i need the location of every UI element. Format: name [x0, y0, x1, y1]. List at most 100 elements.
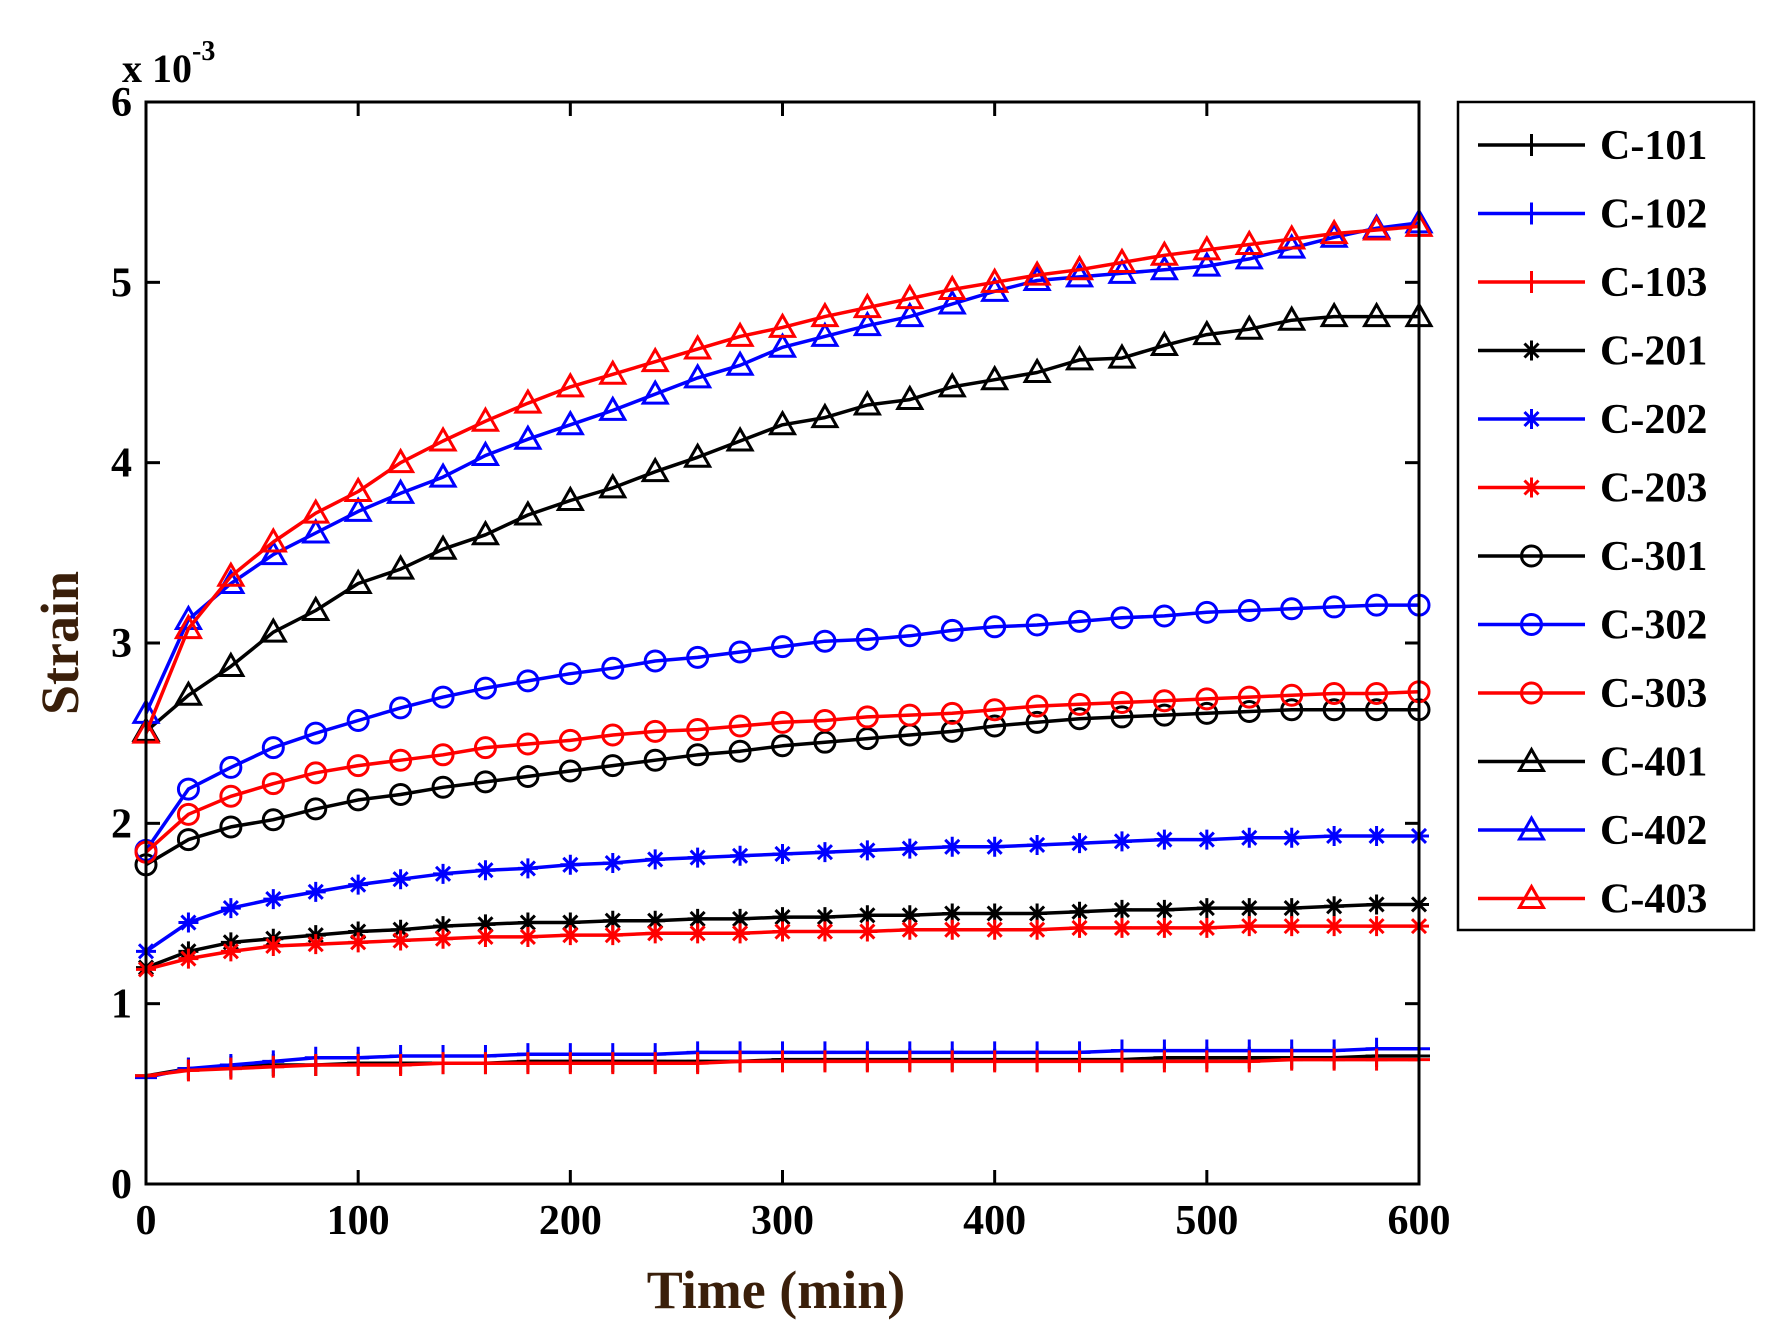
- point-C-302-400: [983, 615, 1007, 639]
- point-C-401-380: [937, 371, 967, 398]
- point-C-103-260: [686, 1052, 709, 1075]
- point-C-302-380: [940, 618, 964, 642]
- point-C-401-40: [216, 651, 246, 677]
- point-C-202-80: [305, 881, 326, 902]
- series-C-303: [134, 680, 1431, 864]
- point-C-403-80: [301, 498, 331, 524]
- point-C-401-360: [895, 384, 925, 411]
- point-C-203-460: [1111, 917, 1132, 938]
- series-C-401: [131, 301, 1434, 742]
- point-C-303-520: [1237, 685, 1261, 709]
- point-C-303-100: [346, 754, 370, 778]
- point-C-303-180: [516, 732, 540, 756]
- point-C-301-40: [219, 815, 243, 839]
- y-tick-label-6: 6: [111, 80, 132, 126]
- x-tick-label-300: 300: [751, 1198, 814, 1244]
- point-C-203-380: [942, 919, 963, 940]
- point-C-401-60: [258, 617, 288, 643]
- legend-item-C-101: C-101: [1478, 123, 1707, 169]
- point-C-202-180: [517, 858, 538, 879]
- point-C-402-480: [1149, 254, 1179, 281]
- legend-item-C-301: C-301: [1478, 534, 1707, 580]
- point-C-302-580: [1365, 593, 1389, 617]
- legend-marker-C-403: [1516, 883, 1547, 909]
- point-C-302-280: [728, 640, 752, 664]
- point-C-103-200: [559, 1052, 582, 1075]
- point-C-402-240: [640, 379, 670, 405]
- point-C-303-580: [1365, 681, 1389, 705]
- legend-marker-C-303: [1520, 681, 1543, 705]
- point-C-302-460: [1110, 606, 1134, 630]
- point-C-403-500: [1192, 234, 1222, 261]
- y-multiplier-exponent: -3: [192, 36, 215, 67]
- point-C-103-380: [941, 1050, 964, 1073]
- point-C-302-520: [1237, 599, 1261, 623]
- legend-item-C-302: C-302: [1478, 603, 1707, 649]
- point-C-302-160: [473, 676, 497, 700]
- point-C-201-560: [1324, 896, 1345, 917]
- point-C-303-40: [219, 784, 243, 808]
- point-C-202-400: [984, 836, 1005, 857]
- point-C-203-300: [772, 921, 793, 942]
- point-C-203-480: [1154, 917, 1175, 938]
- point-C-103-180: [516, 1052, 539, 1075]
- point-C-201-260: [687, 908, 708, 929]
- series-C-302: [134, 593, 1431, 862]
- point-C-301-280: [728, 739, 752, 763]
- point-C-401-580: [1361, 301, 1392, 328]
- point-C-401-300: [767, 409, 798, 436]
- point-C-201-500: [1196, 898, 1217, 919]
- point-C-202-420: [1027, 834, 1048, 855]
- point-C-103-460: [1110, 1050, 1133, 1073]
- point-C-201-100: [348, 921, 369, 942]
- point-C-303-460: [1110, 691, 1134, 715]
- point-C-203-120: [390, 930, 411, 951]
- legend-item-C-401: C-401: [1478, 740, 1707, 786]
- y-axis-title: Strain: [30, 571, 90, 715]
- point-C-402-120: [386, 478, 416, 504]
- legend-marker-C-402: [1516, 814, 1547, 841]
- series-line-C-401: [144, 314, 1419, 733]
- point-C-301-220: [601, 754, 625, 778]
- point-C-103-280: [729, 1050, 752, 1073]
- point-C-203-420: [1027, 919, 1048, 940]
- point-C-402-420: [1022, 265, 1052, 292]
- point-C-302-320: [813, 629, 837, 653]
- point-C-302-20: [176, 777, 200, 801]
- point-C-103-360: [898, 1050, 921, 1073]
- point-C-203-60: [263, 935, 284, 956]
- series-line-C-302: [144, 603, 1419, 852]
- point-C-402-440: [1064, 261, 1095, 288]
- point-C-202-300: [772, 843, 793, 864]
- point-C-403-160: [470, 406, 501, 432]
- point-C-402-340: [852, 310, 882, 337]
- point-C-402-320: [810, 321, 840, 347]
- point-C-203-220: [602, 925, 623, 946]
- point-C-303-420: [1025, 694, 1049, 718]
- legend-item-C-203: C-203: [1478, 466, 1707, 512]
- point-C-202-260: [687, 847, 708, 868]
- legend-label-C-201: C-201: [1600, 329, 1707, 375]
- point-C-302-540: [1280, 597, 1304, 621]
- point-C-401-320: [810, 402, 840, 429]
- point-C-401-420: [1022, 357, 1052, 383]
- point-C-302-200: [558, 662, 582, 686]
- point-C-401-340: [852, 389, 882, 416]
- point-C-302-420: [1025, 613, 1049, 637]
- point-C-403-540: [1277, 224, 1307, 250]
- point-C-203-340: [857, 921, 878, 942]
- point-C-201-400: [984, 903, 1005, 924]
- point-C-301-460: [1110, 705, 1134, 729]
- y-tick-label-1: 1: [111, 982, 132, 1028]
- point-C-301-260: [686, 743, 710, 767]
- legend-label-C-402: C-402: [1600, 808, 1707, 854]
- point-C-302-140: [431, 685, 455, 709]
- point-C-403-460: [1107, 247, 1137, 273]
- series-C-202: [136, 825, 1429, 962]
- point-C-201-580: [1366, 894, 1387, 915]
- x-tick-label-100: 100: [327, 1198, 390, 1244]
- point-C-201-480: [1154, 899, 1175, 920]
- point-C-302-260: [686, 645, 710, 669]
- y-tick-label-0: 0: [111, 1162, 132, 1208]
- point-C-202-240: [645, 849, 666, 870]
